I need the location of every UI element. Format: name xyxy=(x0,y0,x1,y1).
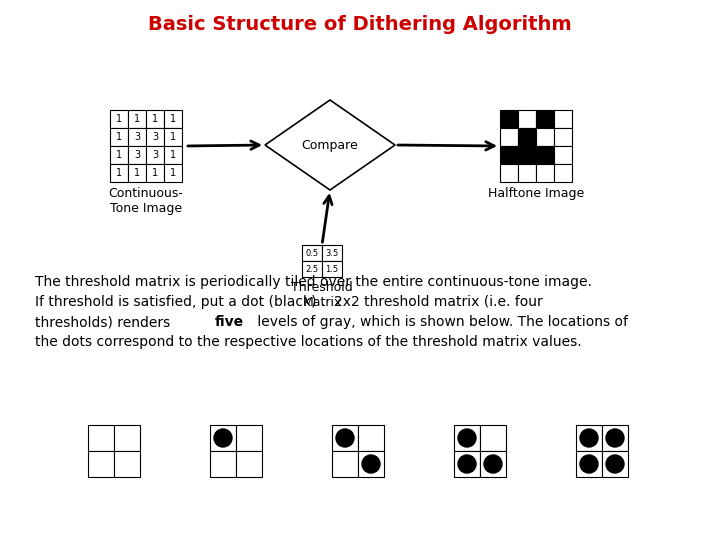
Bar xyxy=(210,425,236,451)
Text: 1: 1 xyxy=(170,114,176,124)
Bar xyxy=(518,146,536,164)
Text: the dots correspond to the respective locations of the threshold matrix values.: the dots correspond to the respective lo… xyxy=(35,335,582,349)
Text: 1: 1 xyxy=(116,150,122,160)
Circle shape xyxy=(580,455,598,473)
Bar xyxy=(500,164,518,182)
Bar xyxy=(128,146,146,164)
Bar xyxy=(128,110,146,128)
Text: 1: 1 xyxy=(152,168,158,178)
Bar xyxy=(164,164,182,182)
Bar xyxy=(500,128,518,146)
Bar xyxy=(114,451,140,477)
Text: 0.5: 0.5 xyxy=(305,248,318,258)
Text: 1: 1 xyxy=(134,114,140,124)
Circle shape xyxy=(214,429,232,447)
Circle shape xyxy=(484,455,502,473)
Text: 1.5: 1.5 xyxy=(325,265,338,273)
Bar xyxy=(576,451,602,477)
Bar xyxy=(454,425,480,451)
Bar xyxy=(536,128,554,146)
Bar xyxy=(536,164,554,182)
Bar xyxy=(536,146,554,164)
Text: 3: 3 xyxy=(152,150,158,160)
Bar xyxy=(518,164,536,182)
Bar xyxy=(358,451,384,477)
Text: 1: 1 xyxy=(116,168,122,178)
Text: 1: 1 xyxy=(170,150,176,160)
Bar xyxy=(164,110,182,128)
Bar xyxy=(146,146,164,164)
Circle shape xyxy=(606,429,624,447)
Text: Basic Structure of Dithering Algorithm: Basic Structure of Dithering Algorithm xyxy=(148,15,572,34)
Circle shape xyxy=(458,429,476,447)
Text: 2.5: 2.5 xyxy=(305,265,318,273)
Bar xyxy=(602,425,628,451)
Text: The threshold matrix is periodically tiled over the entire continuous-tone image: The threshold matrix is periodically til… xyxy=(35,275,592,289)
Bar xyxy=(554,146,572,164)
Bar xyxy=(602,451,628,477)
Text: 1: 1 xyxy=(170,168,176,178)
Bar xyxy=(302,245,322,261)
Bar xyxy=(358,425,384,451)
Bar xyxy=(480,425,506,451)
Bar xyxy=(554,128,572,146)
Text: Compare: Compare xyxy=(302,138,359,152)
Bar xyxy=(146,110,164,128)
Circle shape xyxy=(362,455,380,473)
Text: 1: 1 xyxy=(116,132,122,142)
Bar xyxy=(554,110,572,128)
Polygon shape xyxy=(265,100,395,190)
Bar xyxy=(88,451,114,477)
Bar xyxy=(146,164,164,182)
Text: thresholds) renders: thresholds) renders xyxy=(35,315,175,329)
Bar xyxy=(114,425,140,451)
Bar xyxy=(480,451,506,477)
Text: 3: 3 xyxy=(134,132,140,142)
Bar xyxy=(128,128,146,146)
Text: five: five xyxy=(215,315,244,329)
Text: levels of gray, which is shown below. The locations of: levels of gray, which is shown below. Th… xyxy=(253,315,628,329)
Bar xyxy=(554,164,572,182)
Text: If threshold is satisfied, put a dot (black) .  2x2 threshold matrix (i.e. four: If threshold is satisfied, put a dot (bl… xyxy=(35,295,543,309)
Circle shape xyxy=(458,455,476,473)
Bar xyxy=(110,164,128,182)
Bar xyxy=(110,128,128,146)
Bar xyxy=(500,146,518,164)
Bar xyxy=(302,261,322,277)
Bar xyxy=(500,110,518,128)
Bar xyxy=(536,110,554,128)
Bar xyxy=(146,128,164,146)
Bar xyxy=(332,425,358,451)
Text: 1: 1 xyxy=(170,132,176,142)
Text: Threshold
Matrix: Threshold Matrix xyxy=(291,281,353,309)
Bar xyxy=(576,425,602,451)
Bar xyxy=(518,128,536,146)
Bar xyxy=(110,146,128,164)
Text: 1: 1 xyxy=(152,114,158,124)
Bar xyxy=(210,451,236,477)
Bar xyxy=(454,451,480,477)
Circle shape xyxy=(580,429,598,447)
Bar xyxy=(236,451,262,477)
Bar xyxy=(164,128,182,146)
Text: 3: 3 xyxy=(152,132,158,142)
Circle shape xyxy=(336,429,354,447)
Text: 1: 1 xyxy=(134,168,140,178)
Bar xyxy=(518,110,536,128)
Bar xyxy=(322,261,342,277)
Text: 3: 3 xyxy=(134,150,140,160)
Bar xyxy=(128,164,146,182)
Bar xyxy=(322,245,342,261)
Text: 3.5: 3.5 xyxy=(325,248,338,258)
Bar xyxy=(110,110,128,128)
Text: Halftone Image: Halftone Image xyxy=(488,187,584,200)
Bar xyxy=(164,146,182,164)
Bar xyxy=(88,425,114,451)
Text: 1: 1 xyxy=(116,114,122,124)
Bar xyxy=(236,425,262,451)
Text: Continuous-
Tone Image: Continuous- Tone Image xyxy=(109,187,184,215)
Bar xyxy=(332,451,358,477)
Circle shape xyxy=(606,455,624,473)
